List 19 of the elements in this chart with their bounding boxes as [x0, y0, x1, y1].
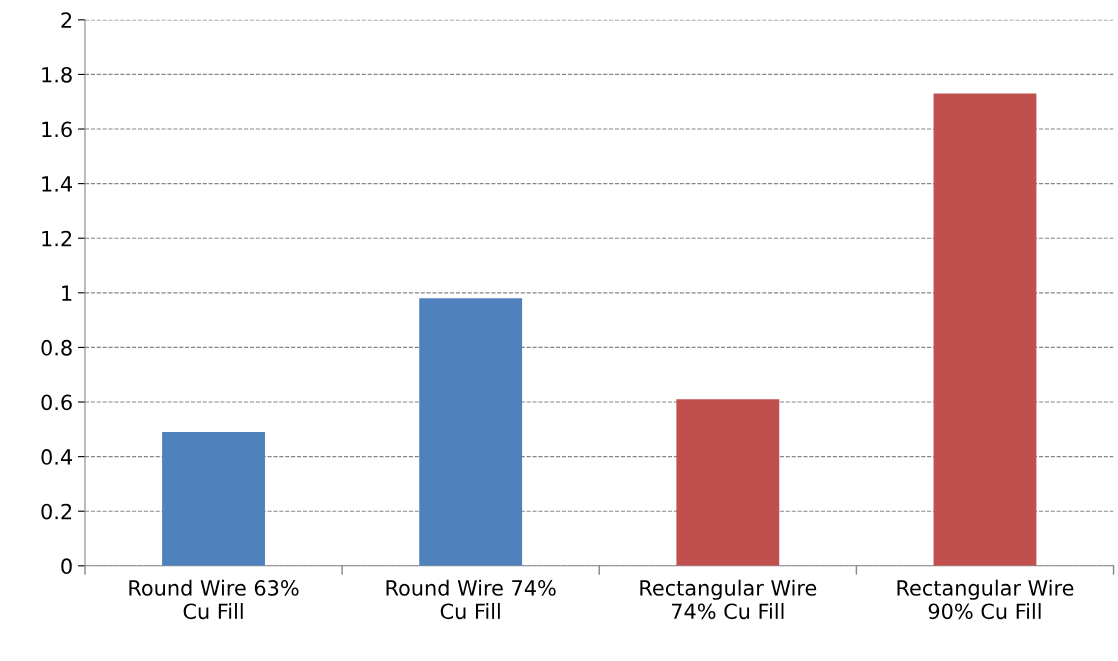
y-tick-label: 2	[61, 12, 72, 28]
bar	[676, 399, 780, 566]
bar	[933, 93, 1037, 566]
y-tick-label: 0.8	[41, 339, 72, 356]
y-tick-label: 1.4	[42, 176, 72, 192]
x-tick-label: Rectangular Wire 74% Cu Fill	[640, 579, 817, 620]
y-tick-label: 0.6	[41, 394, 72, 411]
y-tick-label: 1	[62, 285, 72, 301]
y-tick-label: 0.4	[41, 449, 72, 465]
x-tick-label: Round Wire 74% Cu Fill	[386, 579, 556, 620]
y-tick-label: 0.2	[41, 503, 72, 520]
x-tick-label: Rectangular Wire 90% Cu Fill	[897, 579, 1074, 620]
y-tick-label: 1.2	[42, 230, 72, 247]
y-tick-label: 0	[61, 558, 72, 575]
y-tick-label: 1.8	[42, 66, 72, 83]
x-tick-label: Round Wire 63% Cu Fill	[129, 579, 299, 620]
y-tick-label: 1.6	[42, 121, 72, 138]
bar	[419, 298, 523, 566]
bar	[162, 432, 265, 566]
